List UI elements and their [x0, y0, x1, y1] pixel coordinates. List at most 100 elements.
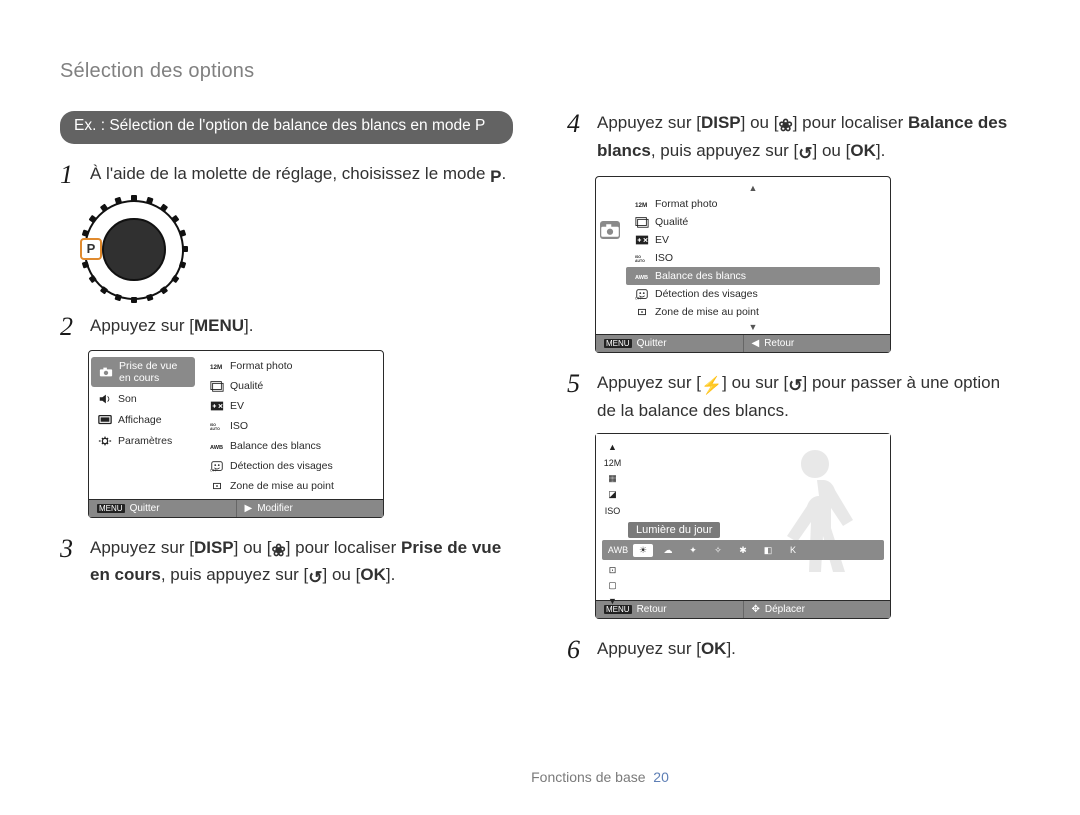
left-icon-strip-lower: ⊡▢▼ [604, 564, 621, 607]
wb-icon: AWB [209, 440, 224, 452]
tab-label: Paramètres [118, 435, 172, 447]
gear-icon [97, 435, 112, 447]
person-silhouette-icon [760, 442, 870, 592]
face-icon: OFF [634, 288, 649, 300]
menu-item: EV [626, 231, 880, 249]
svg-text:12M: 12M [635, 201, 647, 208]
flash-icon: ⚡ [701, 374, 722, 399]
strip-icon: ⊡ [604, 564, 621, 577]
svg-text:AWB: AWB [635, 274, 648, 280]
qual-icon [634, 216, 649, 228]
menu-item: Zone de mise au point [626, 303, 880, 321]
arrow-down-icon: ▼ [626, 324, 880, 330]
t: , puis appuyez sur [ [161, 565, 308, 584]
wb-option-strip: AWB☀☁✦✧✱◧K [602, 540, 884, 560]
t: ] ou [ [741, 113, 779, 132]
footer-key-icon: MENU [604, 339, 632, 348]
disp-key: DISP [194, 538, 234, 557]
step-6: 6 Appuyez sur [OK]. [567, 637, 1020, 663]
footer-left-label: Quitter [637, 338, 667, 349]
footer-left-label: Quitter [130, 503, 160, 514]
arrow-right-icon: ▶ [245, 503, 253, 514]
t: ] ou sur [ [722, 373, 788, 392]
t: ] ou [ [813, 141, 851, 160]
camera-icon [99, 366, 113, 378]
step-text-b: ]. [244, 316, 253, 335]
iso-icon: ISOAUTO [209, 420, 224, 432]
mode-dial-illustration: P [84, 200, 184, 300]
step-text: Appuyez sur [MENU]. [90, 314, 513, 339]
strip-icon: ▦ [604, 472, 621, 485]
wb-option-icon: ☀ [633, 544, 653, 557]
t: ]. [726, 639, 735, 658]
menu-label: Zone de mise au point [230, 480, 334, 492]
t: , puis appuyez sur [ [651, 141, 798, 160]
screen-right-menu: 12MFormat photoQualitéEVISOAUTOISOAWBBal… [197, 351, 383, 499]
step-5: 5 Appuyez sur [⚡] ou sur [↺] pour passer… [567, 371, 1020, 423]
tab-item: Son [89, 390, 197, 408]
arrow-left-icon: ◀ [752, 338, 760, 349]
t: Appuyez sur [ [597, 639, 701, 658]
screen-side-tab [596, 177, 624, 334]
strip-icon: ISO [604, 504, 621, 517]
menu-label: Qualité [655, 216, 688, 228]
svg-text:ISO: ISO [210, 423, 216, 427]
menu-label: Format photo [230, 360, 292, 372]
step-4: 4 Appuyez sur [DISP] ou [❀] pour localis… [567, 111, 1020, 166]
sound-icon [97, 393, 112, 405]
camera-tab-icon [600, 221, 620, 239]
timer-icon: ↺ [308, 566, 322, 591]
menu-label: Qualité [230, 380, 263, 392]
step-1: 1 À l'aide de la molette de réglage, cho… [60, 162, 513, 190]
step-text: Appuyez sur [OK]. [597, 637, 1020, 662]
t: ]. [386, 565, 395, 584]
menu-item: ISOAUTOISO [201, 417, 375, 435]
ok-key: OK [850, 141, 876, 160]
tab-item: Prise de vue en cours [91, 357, 195, 387]
screen-wb-preview: ▲12M▦◪ISO Lumière du jour AWB☀☁✦✧✱◧K ⊡▢▼… [595, 433, 891, 619]
macro-flower-icon: ❀ [778, 114, 792, 139]
strip-icon: ◪ [604, 488, 621, 501]
wb-option-label: Lumière du jour [628, 522, 720, 538]
dial-p-highlight: P [80, 238, 102, 260]
strip-icon: ▢ [604, 579, 621, 592]
menu-label: ISO [230, 420, 248, 432]
footer-right-label: Déplacer [765, 604, 805, 615]
screen-footer: MENU Quitter ◀ Retour [596, 334, 890, 352]
timer-icon: ↺ [788, 374, 802, 399]
tab-label: Prise de vue en cours [119, 360, 187, 384]
step-number: 5 [567, 371, 587, 397]
menu-item: AWBBalance des blancs [626, 267, 880, 285]
t: ] pour localiser [793, 113, 908, 132]
wb-option-icon: AWB [608, 544, 628, 557]
svg-text:OFF: OFF [210, 468, 217, 472]
svg-text:OFF: OFF [635, 296, 642, 300]
left-column: Ex. : Sélection de l'option de balance d… [60, 111, 513, 673]
wb-option-icon: ✦ [683, 544, 703, 557]
svg-text:ISO: ISO [635, 255, 641, 259]
t: Appuyez sur [ [597, 373, 701, 392]
timer-icon: ↺ [798, 142, 812, 167]
menu-label: EV [230, 400, 244, 412]
step-text-b: . [501, 164, 506, 183]
mode-p-icon: P [490, 165, 501, 190]
wb-option-icon: ✱ [733, 544, 753, 557]
menu-label: Détection des visages [655, 288, 758, 300]
menu-item: 12MFormat photo [626, 195, 880, 213]
svg-text:AUTO: AUTO [210, 427, 220, 431]
wb-option-icon: ✧ [708, 544, 728, 557]
footer-text: Fonctions de base [531, 769, 645, 785]
menu-label: ISO [655, 252, 673, 264]
step-text-a: À l'aide de la molette de réglage, chois… [90, 164, 490, 183]
wb-option-icon: K [783, 544, 803, 557]
ev-icon [634, 234, 649, 246]
tab-item: Paramètres [89, 432, 197, 450]
af-icon [209, 480, 224, 492]
step-number: 4 [567, 111, 587, 137]
step-text: À l'aide de la molette de réglage, chois… [90, 162, 513, 190]
face-icon: OFF [209, 460, 224, 472]
af-icon [634, 306, 649, 318]
screen-footer: MENUQuitter ▶Modifier [89, 499, 383, 517]
screen-left-tabs: Prise de vue en coursSonAffichageParamèt… [89, 351, 197, 499]
footer-right-label: Retour [764, 338, 794, 349]
